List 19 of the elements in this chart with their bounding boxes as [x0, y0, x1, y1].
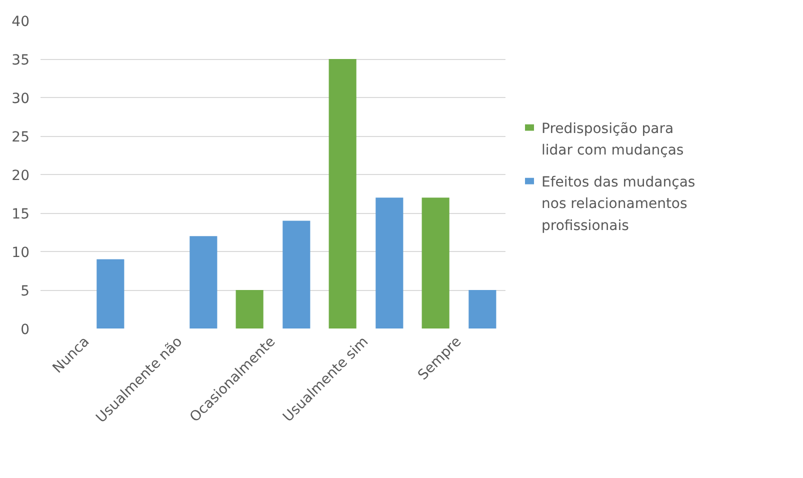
bar [468, 290, 496, 328]
bar [422, 198, 450, 328]
legend-label: Efeitos das mudanças nos relacionamentos profissionais [542, 174, 696, 234]
legend-label: Predisposição para lidar com mudanças [542, 121, 684, 159]
bar [328, 59, 356, 328]
y-tick-label: 5 [20, 284, 30, 300]
y-tick-label: 25 [12, 130, 30, 146]
y-tick-label: 15 [12, 206, 30, 222]
bar [190, 236, 218, 328]
bar [96, 259, 124, 328]
y-tick-label: 0 [20, 322, 30, 338]
y-tick-label: 30 [12, 91, 30, 107]
bar [376, 198, 404, 328]
y-tick-label: 40 [12, 14, 30, 30]
bar [236, 290, 264, 328]
y-tick-label: 35 [12, 52, 30, 68]
bar [282, 220, 310, 328]
y-tick-label: 10 [12, 245, 30, 261]
y-tick-label: 20 [12, 168, 30, 184]
